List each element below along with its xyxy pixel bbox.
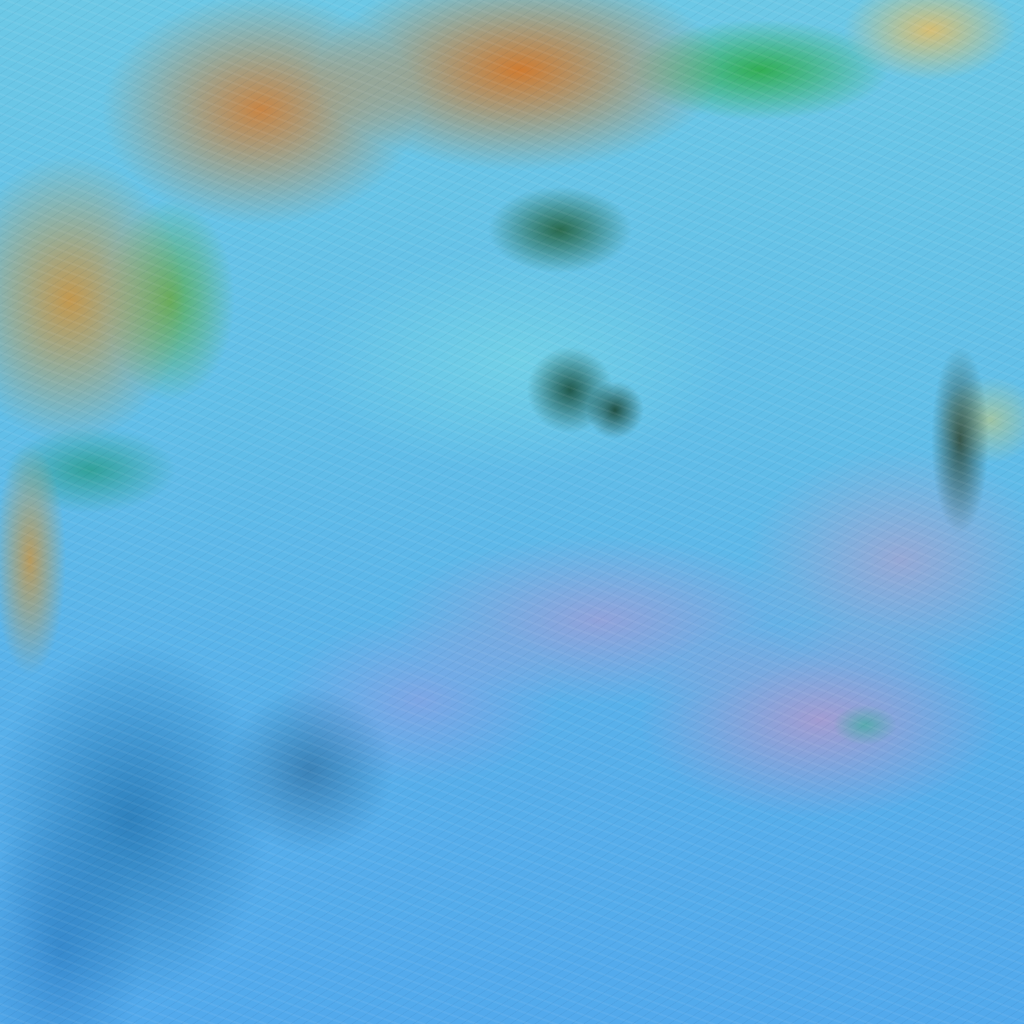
- satellite-image: [0, 0, 1024, 1024]
- cloud-texture: [0, 0, 1024, 1024]
- dark-coastal-features: [0, 0, 1024, 1024]
